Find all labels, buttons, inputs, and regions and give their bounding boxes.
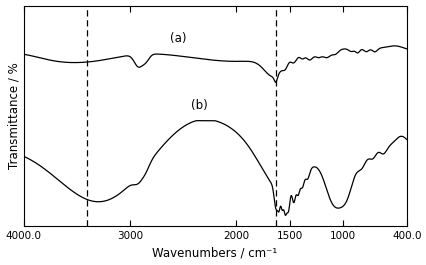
Text: (a): (a) [169,33,186,46]
Y-axis label: Transmittance / %: Transmittance / % [8,63,21,169]
Text: (b): (b) [190,99,207,112]
X-axis label: Wavenumbers / cm⁻¹: Wavenumbers / cm⁻¹ [152,246,277,259]
